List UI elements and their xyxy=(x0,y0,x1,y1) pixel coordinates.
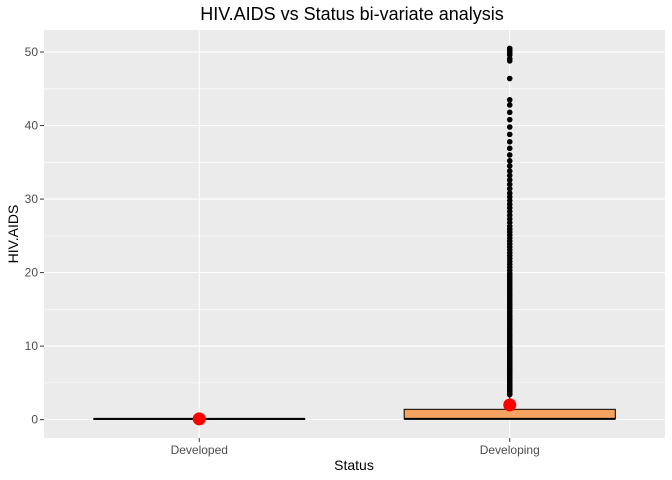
y-tick-label: 50 xyxy=(25,45,39,59)
outlier-point xyxy=(506,145,513,152)
outlier-point xyxy=(506,97,513,103)
y-axis-title: HIV.AIDS xyxy=(5,205,21,264)
outlier-point xyxy=(506,168,513,174)
outlier-point xyxy=(506,102,513,108)
y-tick-label: 10 xyxy=(25,339,39,353)
outlier-point xyxy=(506,109,513,116)
box-group-developed xyxy=(93,412,306,426)
x-axis-title: Status xyxy=(334,457,374,473)
y-tick-label: 30 xyxy=(25,192,39,206)
outlier-point xyxy=(506,185,513,192)
outlier-point xyxy=(506,131,513,138)
outlier-point xyxy=(506,172,513,179)
x-axis: Developed Developing xyxy=(171,438,540,457)
y-tick-label: 0 xyxy=(31,413,38,427)
plot-panel xyxy=(44,30,665,438)
x-tick-label: Developing xyxy=(480,443,540,457)
chart-title: HIV.AIDS vs Status bi-variate analysis xyxy=(200,4,503,24)
outlier-point xyxy=(506,190,513,196)
y-tick-label: 40 xyxy=(25,119,39,133)
outlier-point xyxy=(506,152,513,158)
box-layer xyxy=(93,45,616,426)
mean-marker xyxy=(503,398,517,412)
outlier-point xyxy=(506,138,513,145)
outlier-point xyxy=(506,124,513,130)
outlier-point xyxy=(506,158,513,164)
y-axis: 0 10 20 30 40 50 xyxy=(25,45,44,427)
y-tick-label: 20 xyxy=(25,266,39,280)
outlier-point xyxy=(506,75,513,82)
outlier-point xyxy=(506,163,513,169)
outlier-point xyxy=(506,45,513,52)
outlier-point xyxy=(506,177,513,183)
outlier-point xyxy=(506,116,513,123)
mean-marker xyxy=(192,412,206,426)
box-group-developing xyxy=(403,45,616,420)
outlier-point xyxy=(506,181,513,188)
x-tick-label: Developed xyxy=(171,443,228,457)
